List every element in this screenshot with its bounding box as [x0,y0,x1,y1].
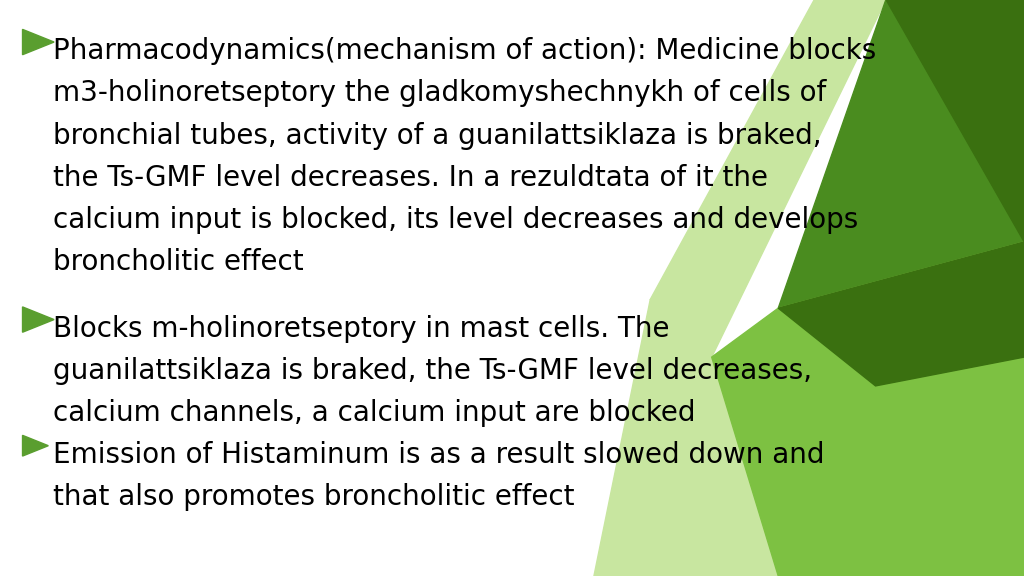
Text: the Ts-GMF level decreases. In a rezuldtata of it the: the Ts-GMF level decreases. In a rezuldt… [53,164,768,192]
Polygon shape [778,0,1024,308]
Text: m3-holinoretseptory the gladkomyshechnykh of cells of: m3-holinoretseptory the gladkomyshechnyk… [53,79,826,108]
Polygon shape [778,242,1024,386]
Text: that also promotes broncholitic effect: that also promotes broncholitic effect [53,483,574,511]
Text: Blocks m-holinoretseptory in mast cells. The: Blocks m-holinoretseptory in mast cells.… [53,315,670,343]
Text: guanilattsiklaza is braked, the Ts-GMF level decreases,: guanilattsiklaza is braked, the Ts-GMF l… [53,357,812,385]
Polygon shape [23,29,54,55]
Text: calcium channels, a calcium input are blocked: calcium channels, a calcium input are bl… [53,399,695,427]
Polygon shape [712,242,1024,576]
Polygon shape [23,435,48,456]
Text: broncholitic effect: broncholitic effect [53,248,304,276]
Polygon shape [23,307,54,332]
Polygon shape [594,300,778,576]
Text: bronchial tubes, activity of a guanilattsiklaza is braked,: bronchial tubes, activity of a guanilatt… [53,122,822,150]
Text: calcium input is blocked, its level decreases and develops: calcium input is blocked, its level decr… [53,206,858,234]
Text: Emission of Histaminum is as a result slowed down and: Emission of Histaminum is as a result sl… [53,441,824,469]
Text: Pharmacodynamics(mechanism of action): Medicine blocks: Pharmacodynamics(mechanism of action): M… [53,37,877,66]
Polygon shape [650,0,886,357]
Polygon shape [886,0,1024,242]
